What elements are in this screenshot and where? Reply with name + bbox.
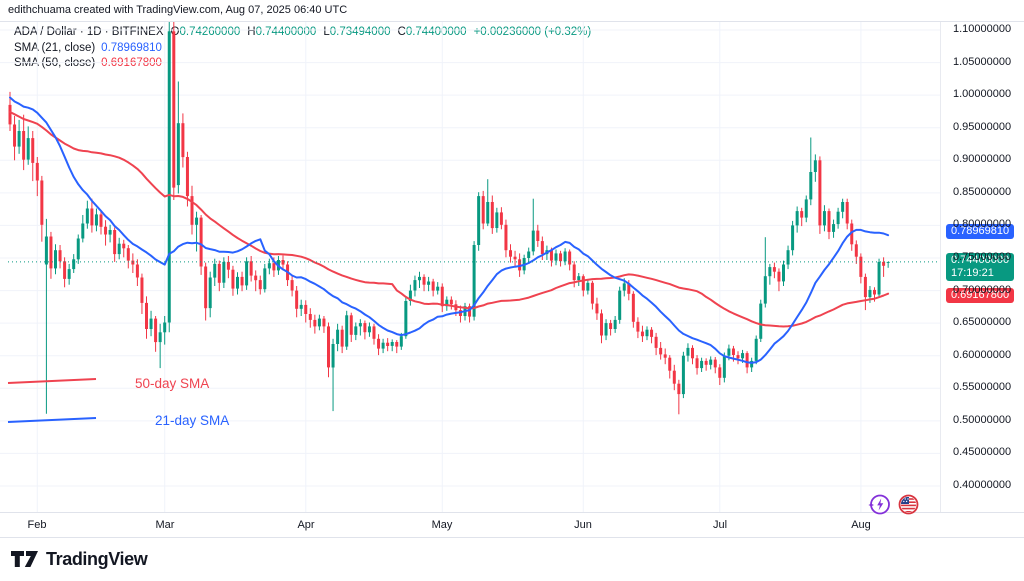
month-label-may: May: [431, 519, 453, 531]
price-axis-label: 1.05000000: [953, 56, 1012, 68]
ohlc-letter: H: [247, 26, 256, 38]
sma50-annotation-line: [7, 378, 97, 384]
price-axis-label: 0.90000000: [953, 153, 1012, 165]
price-axis-label: 1.10000000: [953, 23, 1012, 35]
legend-symbol-row[interactable]: ADA / Dollar · 1D · BITFINEXO0.74260000H…: [14, 25, 591, 41]
legend-sma21-row[interactable]: SMA (21, close) 0.78969810: [14, 41, 591, 57]
gridlines: [0, 22, 940, 512]
symbol-title: ADA / Dollar · 1D · BITFINEX: [14, 26, 164, 38]
candles: [8, 22, 890, 415]
ohlc-value: 0.74400000: [255, 26, 317, 38]
month-label-jul: Jul: [712, 519, 728, 531]
bar-close-countdown: 17:19:21: [951, 267, 994, 279]
price-axis-label: 0.55000000: [953, 381, 1012, 393]
price-axis-label: 0.45000000: [953, 446, 1012, 458]
chart-legend: ADA / Dollar · 1D · BITFINEXO0.74260000H…: [14, 25, 591, 72]
sma50-line: [9, 111, 890, 328]
price-axis-label: 0.85000000: [953, 186, 1012, 198]
price-axis-label: 0.75000000: [953, 251, 1012, 263]
last-price-badge: 0.74400000 17:19:21: [946, 253, 1015, 281]
sma21-label: SMA (21, close): [14, 41, 96, 54]
annotation-50-day-sma: 50-day SMA: [135, 376, 210, 391]
sma21-line: [9, 96, 890, 364]
price-axis-label: 0.60000000: [953, 349, 1012, 361]
month-label-aug: Aug: [851, 519, 871, 531]
time-axis[interactable]: Feb Mar Apr May Jun Jul Aug: [0, 512, 1024, 537]
us-flag-button[interactable]: [897, 493, 920, 516]
price-axis-label: 0.40000000: [953, 479, 1012, 491]
month-label-jun: Jun: [574, 519, 592, 531]
tradingview-logo[interactable]: TradingView: [10, 546, 148, 572]
annotation-21-day-sma: 21-day SMA: [155, 413, 230, 428]
flash-boost-button[interactable]: [868, 493, 891, 516]
tradingview-logo-icon: [11, 551, 38, 567]
price-axis[interactable]: 0.78969810 0.74400000 17:19:21 0.6916780…: [940, 22, 1024, 512]
candlestick-chart[interactable]: [0, 22, 940, 512]
ohlc-letter: C: [397, 26, 406, 38]
sma21-annotation-line: [7, 417, 97, 423]
sma21-value: 0.78969810: [101, 41, 162, 54]
month-label-apr: Apr: [297, 519, 315, 531]
ohlc-letter: L: [323, 26, 330, 38]
month-label-feb: Feb: [27, 519, 47, 531]
ohlc-value: 0.74260000: [179, 26, 241, 38]
price-axis-label: 0.70000000: [953, 284, 1012, 296]
ohlc-values: O0.74260000H0.74400000L0.73494000C0.7440…: [164, 26, 467, 38]
header-bar: edithchuama created with TradingView.com…: [0, 0, 1024, 22]
price-axis-label: 0.95000000: [953, 121, 1012, 133]
sma21-price-badge: 0.78969810: [946, 224, 1015, 239]
header-attribution-text: edithchuama created with TradingView.com…: [8, 4, 348, 16]
footer: TradingView: [0, 537, 1024, 581]
price-axis-label: 0.80000000: [953, 218, 1012, 230]
tradingview-wordmark: TradingView: [46, 548, 148, 569]
price-axis-label: 0.50000000: [953, 414, 1012, 426]
price-axis-label: 0.65000000: [953, 316, 1012, 328]
ohlc-value: 0.73494000: [329, 26, 391, 38]
price-axis-label: 1.00000000: [953, 88, 1012, 100]
change-value: +0.00236000 (+0.32%): [473, 26, 592, 38]
ohlc-value: 0.74400000: [405, 26, 467, 38]
sma50-price-badge: 0.69167800: [946, 288, 1015, 303]
month-label-mar: Mar: [155, 519, 175, 531]
